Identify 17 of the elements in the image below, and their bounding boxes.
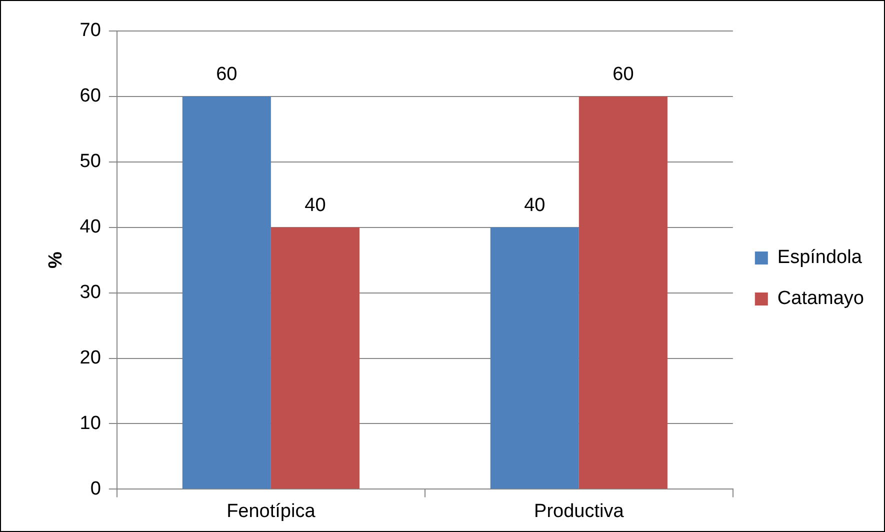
y-tick-label: 20: [80, 348, 101, 369]
y-tick-label: 60: [80, 86, 101, 107]
y-tick-label: 40: [80, 216, 101, 238]
legend-label: Espíndola: [777, 247, 862, 268]
data-label: 40: [304, 195, 326, 216]
data-label: 40: [524, 195, 546, 216]
data-label: 60: [612, 64, 634, 86]
data-label: 60: [216, 64, 238, 86]
y-axis-title: %: [46, 252, 67, 269]
y-tick-label: 70: [80, 20, 101, 42]
x-tick-label: Fenotípica: [226, 500, 316, 522]
legend-label: Catamayo: [777, 288, 864, 310]
y-tick-label: 50: [80, 151, 101, 172]
y-tick-label: 30: [80, 282, 101, 304]
y-tick-label: 0: [90, 478, 101, 500]
x-tick-label: Productiva: [534, 500, 624, 522]
y-tick-label: 10: [80, 412, 101, 434]
